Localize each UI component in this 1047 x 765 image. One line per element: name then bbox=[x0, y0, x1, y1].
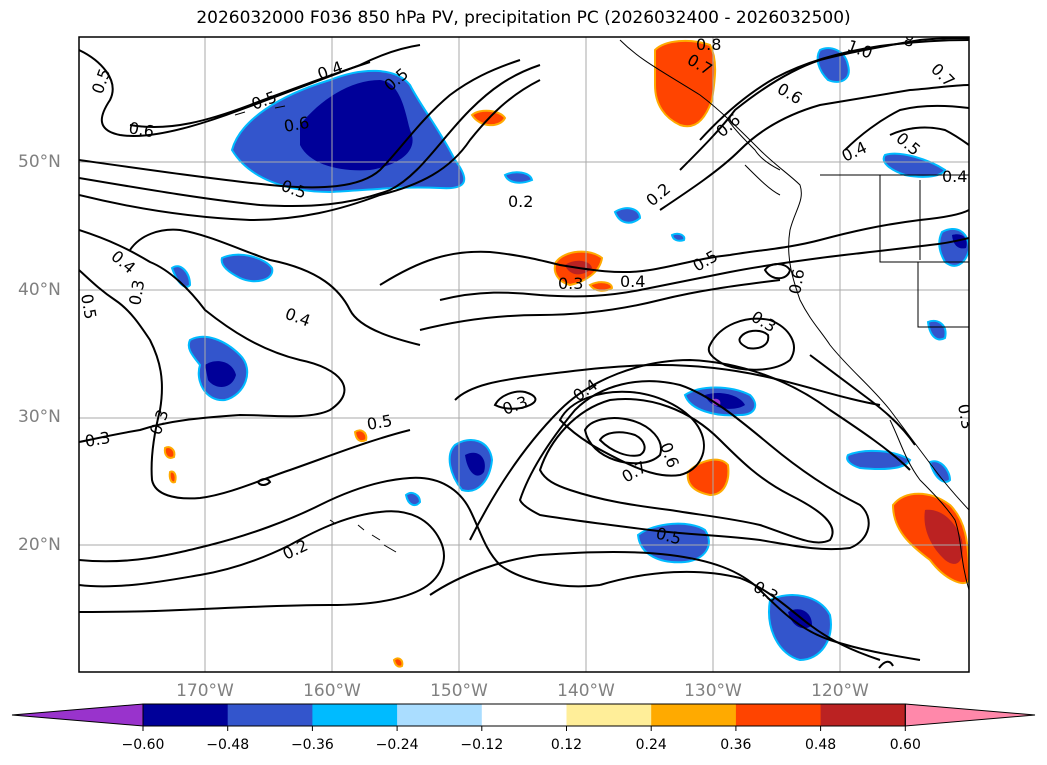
lon-label: 130°W bbox=[684, 681, 742, 701]
precip-blob bbox=[220, 253, 274, 283]
lon-label: 160°W bbox=[303, 681, 361, 701]
precip-blob bbox=[926, 319, 947, 341]
colorbar-tick-label: 0.24 bbox=[635, 737, 667, 753]
precip-blob bbox=[928, 460, 952, 483]
colorbar-tick-label: −0.36 bbox=[290, 737, 334, 753]
lon-label: 150°W bbox=[430, 681, 488, 701]
precip-warm-alaska bbox=[654, 39, 717, 128]
contour-label: 0.3 bbox=[125, 278, 148, 306]
precip-warm bbox=[168, 470, 177, 484]
lat-label: 20°N bbox=[18, 535, 61, 555]
precip-core bbox=[205, 361, 236, 387]
colorbar-tick-label: −0.60 bbox=[121, 737, 165, 753]
colorbar-tick-label: −0.48 bbox=[206, 737, 250, 753]
lon-label: 170°W bbox=[176, 681, 234, 701]
colorbar-segment bbox=[481, 704, 567, 726]
contour-label: 0.5 bbox=[77, 292, 100, 320]
grid-lines bbox=[79, 37, 969, 672]
colorbar-outline bbox=[142, 703, 906, 727]
map-plot: 0.5 0.6 0.5 0.2 0.2 0.4 0.3 0.4 0.5 0.3 … bbox=[77, 30, 977, 673]
colorbar-segment bbox=[143, 704, 229, 726]
precip-blob bbox=[882, 152, 947, 178]
colorbar-tick-label: −0.24 bbox=[375, 737, 419, 753]
precip-warm bbox=[392, 657, 404, 668]
colorbar-extend-high bbox=[904, 703, 1036, 727]
contour-label: 0.3 bbox=[558, 274, 583, 293]
contour-label: 0.4 bbox=[942, 167, 967, 186]
contour-label: 0.4 bbox=[620, 272, 645, 291]
contour-label: 8 bbox=[902, 30, 915, 50]
lon-label: 140°W bbox=[557, 681, 615, 701]
plot-frame bbox=[78, 36, 970, 673]
lat-label: 40°N bbox=[18, 280, 61, 300]
contour-label: 0.5 bbox=[365, 411, 393, 434]
colorbar-extend-low bbox=[11, 703, 144, 727]
precip-blob bbox=[816, 47, 850, 83]
colorbar-tick-label: 0.48 bbox=[805, 737, 837, 753]
precip-core bbox=[952, 234, 967, 249]
lat-label: 50°N bbox=[18, 152, 61, 172]
colorbar bbox=[11, 703, 1036, 731]
precip-warm bbox=[163, 446, 176, 459]
precip-blob bbox=[613, 207, 642, 224]
colorbar-segment bbox=[820, 704, 906, 726]
precip-core bbox=[788, 609, 812, 629]
precip-core-north-pacific bbox=[300, 80, 413, 171]
contour-label: 0.3 bbox=[954, 402, 977, 430]
contour-label: 0.8 bbox=[696, 35, 721, 54]
colorbar-segment bbox=[312, 704, 398, 726]
precip-core bbox=[465, 452, 485, 476]
contour-label: 0.6 bbox=[127, 118, 155, 141]
colorbar-segment bbox=[735, 704, 822, 726]
colorbar-segment bbox=[397, 704, 483, 726]
contour-label: 0.6 bbox=[785, 267, 808, 295]
precip-blob bbox=[404, 492, 422, 507]
precip-warm bbox=[686, 458, 730, 497]
lat-label: 30°N bbox=[18, 407, 61, 427]
precip-warm bbox=[353, 429, 368, 443]
precip-warm-core bbox=[924, 509, 963, 564]
precip-blob bbox=[503, 171, 534, 184]
colorbar-segment bbox=[227, 704, 313, 726]
colorbar-segment bbox=[651, 704, 737, 726]
contour-label: 0.6 bbox=[282, 113, 310, 136]
lon-label: 120°W bbox=[811, 681, 869, 701]
colorbar-segment bbox=[566, 704, 652, 726]
colorbar-tick-label: 0.36 bbox=[720, 737, 752, 753]
colorbar-tick-label: 0.12 bbox=[550, 737, 583, 753]
contour-label: 0.3 bbox=[83, 428, 111, 451]
map-title: 2026032000 F036 850 hPa PV, precipitatio… bbox=[196, 8, 851, 28]
precip-warm bbox=[588, 281, 614, 292]
precip-blob bbox=[670, 232, 686, 242]
contour-label: 0.2 bbox=[508, 192, 533, 211]
colorbar-tick-label: −0.12 bbox=[460, 737, 504, 753]
colorbar-tick-label: 0.60 bbox=[889, 737, 921, 753]
pv-contours bbox=[79, 37, 969, 669]
